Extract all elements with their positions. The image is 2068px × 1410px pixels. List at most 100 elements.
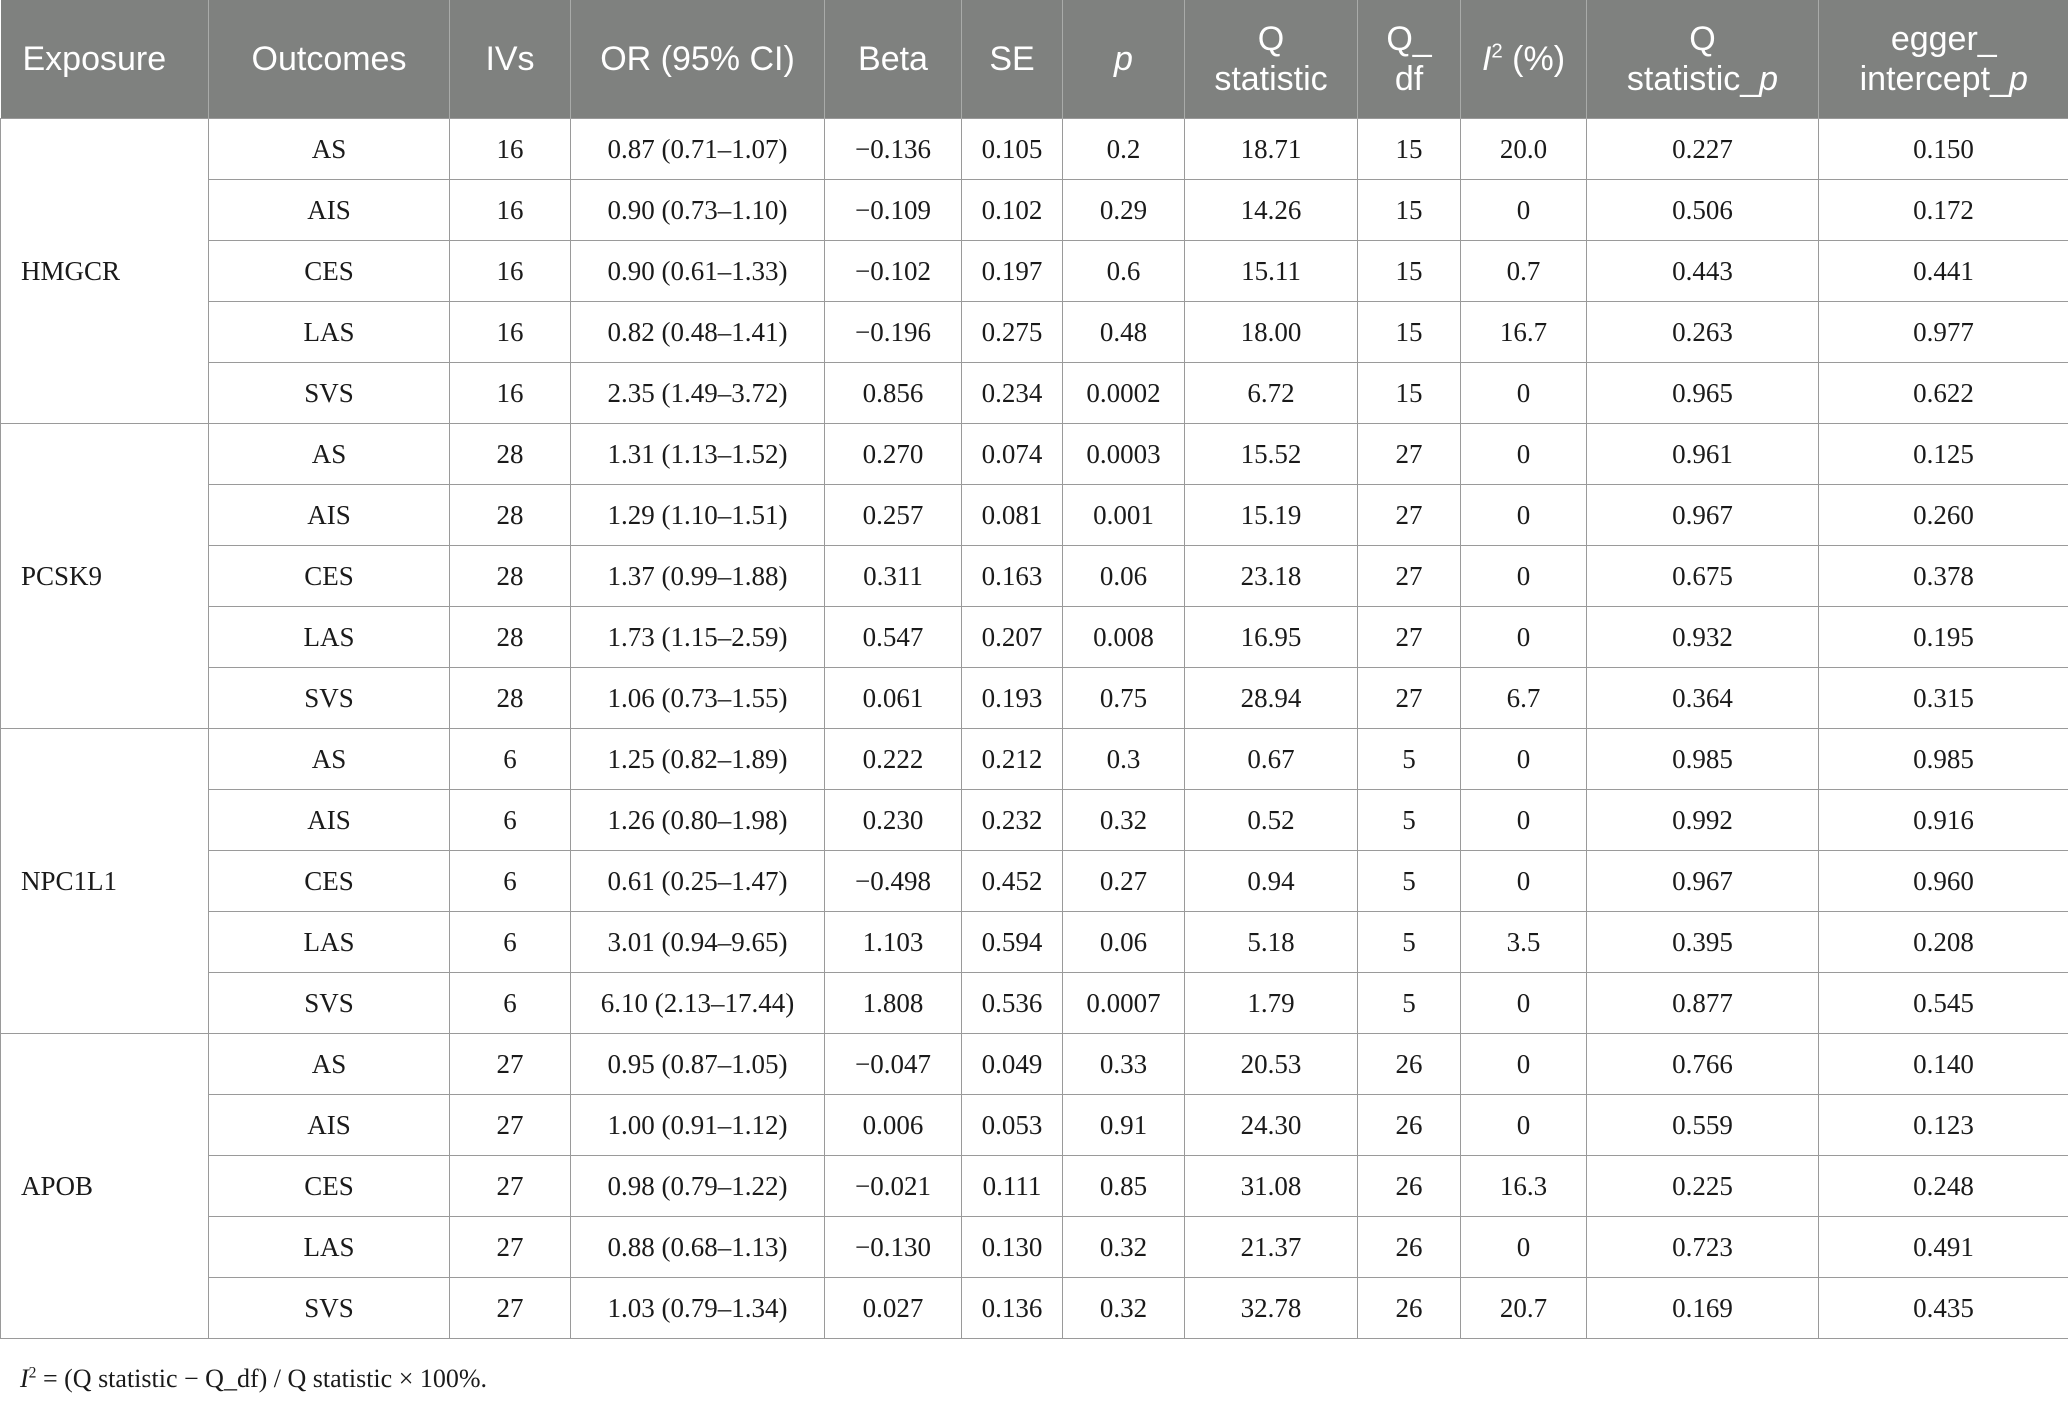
q-statistic-p-cell: 0.932 xyxy=(1586,606,1819,668)
beta-cell: −0.021 xyxy=(824,1155,962,1217)
i2-cell: 3.5 xyxy=(1460,911,1587,973)
header-q-statistic-p-line2a: statistic_ xyxy=(1626,60,1760,98)
ivs-cell: 27 xyxy=(449,1094,571,1156)
ivs-cell: 27 xyxy=(449,1033,571,1095)
table-row: HMGCR AS 16 0.87 (0.71–1.07) −0.136 0.105 0.2 1… xyxy=(0,118,2068,424)
q-statistic-p-cell: 0.559 xyxy=(1586,1094,1819,1156)
header-i2-rest: (%) xyxy=(1502,40,1566,78)
header-exposure: Exposure xyxy=(0,0,209,119)
q-df-cell: 15 xyxy=(1357,362,1461,424)
outcome-cell: AIS xyxy=(208,789,450,851)
beta-cell: 0.006 xyxy=(824,1094,962,1156)
i2-cell: 0 xyxy=(1460,362,1587,424)
beta-cell: −0.047 xyxy=(824,1033,962,1095)
q-statistic-cell: 6.72 xyxy=(1184,362,1358,424)
header-egger-line2a: intercept_ xyxy=(1859,60,2009,98)
ivs-cell: 27 xyxy=(449,1216,571,1278)
se-cell: 0.111 xyxy=(961,1155,1063,1217)
header-egger-line2b: p xyxy=(2008,60,2028,98)
se-cell: 0.536 xyxy=(961,972,1063,1034)
ivs-cell: 28 xyxy=(449,484,571,546)
q-statistic-p-cell: 0.169 xyxy=(1586,1277,1819,1339)
header-i2-i: I xyxy=(1481,40,1492,78)
q-df-cell: 15 xyxy=(1357,118,1461,180)
egger-intercept-p-cell: 0.916 xyxy=(1818,789,2068,851)
outcome-cell: SVS xyxy=(208,1277,450,1339)
or-ci-cell: 3.01 (0.94–9.65) xyxy=(570,911,825,973)
outcome-cell: AS xyxy=(208,1033,450,1095)
p-cell: 0.0007 xyxy=(1062,972,1185,1034)
footnote-formula: = (Q statistic − Q_df) / Q statistic × 1… xyxy=(36,1364,488,1393)
header-egger-intercept-p: egger_ intercept_p xyxy=(1818,0,2068,119)
header-egger-line1: egger_ xyxy=(1890,20,1997,58)
q-df-cell: 27 xyxy=(1357,423,1461,485)
q-df-cell: 27 xyxy=(1357,545,1461,607)
q-df-cell: 27 xyxy=(1357,484,1461,546)
table-row: CES 28 1.37 (0.99–1.88) 0.311 0.163 0.06 23.18… xyxy=(1,545,2068,607)
p-cell: 0.0003 xyxy=(1062,423,1185,485)
footnote-sup: 2 xyxy=(28,1364,37,1382)
beta-cell: 0.061 xyxy=(824,667,962,729)
ivs-cell: 6 xyxy=(449,972,571,1034)
or-ci-cell: 1.03 (0.79–1.34) xyxy=(570,1277,825,1339)
ivs-cell: 28 xyxy=(449,606,571,668)
q-df-cell: 26 xyxy=(1357,1033,1461,1095)
i2-cell: 16.7 xyxy=(1460,301,1587,363)
se-cell: 0.207 xyxy=(961,606,1063,668)
q-statistic-cell: 18.71 xyxy=(1184,118,1358,180)
ivs-cell: 16 xyxy=(449,362,571,424)
ivs-cell: 28 xyxy=(449,423,571,485)
table-row: SVS 6 6.10 (2.13–17.44) 1.808 0.536 0.0007 1.7… xyxy=(1,972,2068,1034)
q-df-cell: 15 xyxy=(1357,179,1461,241)
table-footnote: I2 = (Q statistic − Q_df) / Q statistic … xyxy=(20,1364,487,1394)
exposure-cell: HMGCR xyxy=(0,118,209,424)
beta-cell: −0.109 xyxy=(824,179,962,241)
q-df-cell: 15 xyxy=(1357,301,1461,363)
q-statistic-cell: 28.94 xyxy=(1184,667,1358,729)
or-ci-cell: 0.82 (0.48–1.41) xyxy=(570,301,825,363)
q-statistic-p-cell: 0.766 xyxy=(1586,1033,1819,1095)
q-statistic-cell: 0.67 xyxy=(1184,728,1358,790)
beta-cell: −0.102 xyxy=(824,240,962,302)
outcome-cell: CES xyxy=(208,240,450,302)
se-cell: 0.275 xyxy=(961,301,1063,363)
i2-cell: 0 xyxy=(1460,1033,1587,1095)
egger-intercept-p-cell: 0.960 xyxy=(1818,850,2068,912)
header-i2-sup: 2 xyxy=(1491,40,1503,63)
or-ci-cell: 1.25 (0.82–1.89) xyxy=(570,728,825,790)
table-body: HMGCR AS 16 0.87 (0.71–1.07) −0.136 0.105 0.2 1… xyxy=(0,118,2068,1339)
or-ci-cell: 0.87 (0.71–1.07) xyxy=(570,118,825,180)
or-ci-cell: 0.98 (0.79–1.22) xyxy=(570,1155,825,1217)
p-cell: 0.91 xyxy=(1062,1094,1185,1156)
header-q-df-line1: Q_ xyxy=(1386,20,1432,58)
q-statistic-p-cell: 0.443 xyxy=(1586,240,1819,302)
se-cell: 0.081 xyxy=(961,484,1063,546)
table-row: CES 6 0.61 (0.25–1.47) −0.498 0.452 0.27 0.94 5… xyxy=(1,850,2068,912)
beta-cell: 0.547 xyxy=(824,606,962,668)
beta-cell: 0.222 xyxy=(824,728,962,790)
header-q-statistic-line1: Q xyxy=(1257,20,1285,58)
q-df-cell: 27 xyxy=(1357,667,1461,729)
q-df-cell: 27 xyxy=(1357,606,1461,668)
ivs-cell: 6 xyxy=(449,850,571,912)
q-statistic-p-cell: 0.967 xyxy=(1586,850,1819,912)
table-row: SVS 27 1.03 (0.79–1.34) 0.027 0.136 0.32 32.78… xyxy=(1,1277,2068,1339)
q-df-cell: 15 xyxy=(1357,240,1461,302)
or-ci-cell: 0.95 (0.87–1.05) xyxy=(570,1033,825,1095)
table-row: LAS 16 0.82 (0.48–1.41) −0.196 0.275 0.48 18.0… xyxy=(1,301,2068,363)
outcome-cell: SVS xyxy=(208,667,450,729)
se-cell: 0.197 xyxy=(961,240,1063,302)
q-statistic-p-cell: 0.877 xyxy=(1586,972,1819,1034)
q-statistic-cell: 15.52 xyxy=(1184,423,1358,485)
q-df-cell: 5 xyxy=(1357,911,1461,973)
q-statistic-p-cell: 0.992 xyxy=(1586,789,1819,851)
egger-intercept-p-cell: 0.125 xyxy=(1818,423,2068,485)
q-statistic-p-cell: 0.225 xyxy=(1586,1155,1819,1217)
beta-cell: −0.130 xyxy=(824,1216,962,1278)
q-df-cell: 26 xyxy=(1357,1155,1461,1217)
i2-cell: 0 xyxy=(1460,789,1587,851)
ivs-cell: 28 xyxy=(449,545,571,607)
i2-cell: 0 xyxy=(1460,972,1587,1034)
i2-cell: 0 xyxy=(1460,1094,1587,1156)
i2-cell: 0 xyxy=(1460,850,1587,912)
